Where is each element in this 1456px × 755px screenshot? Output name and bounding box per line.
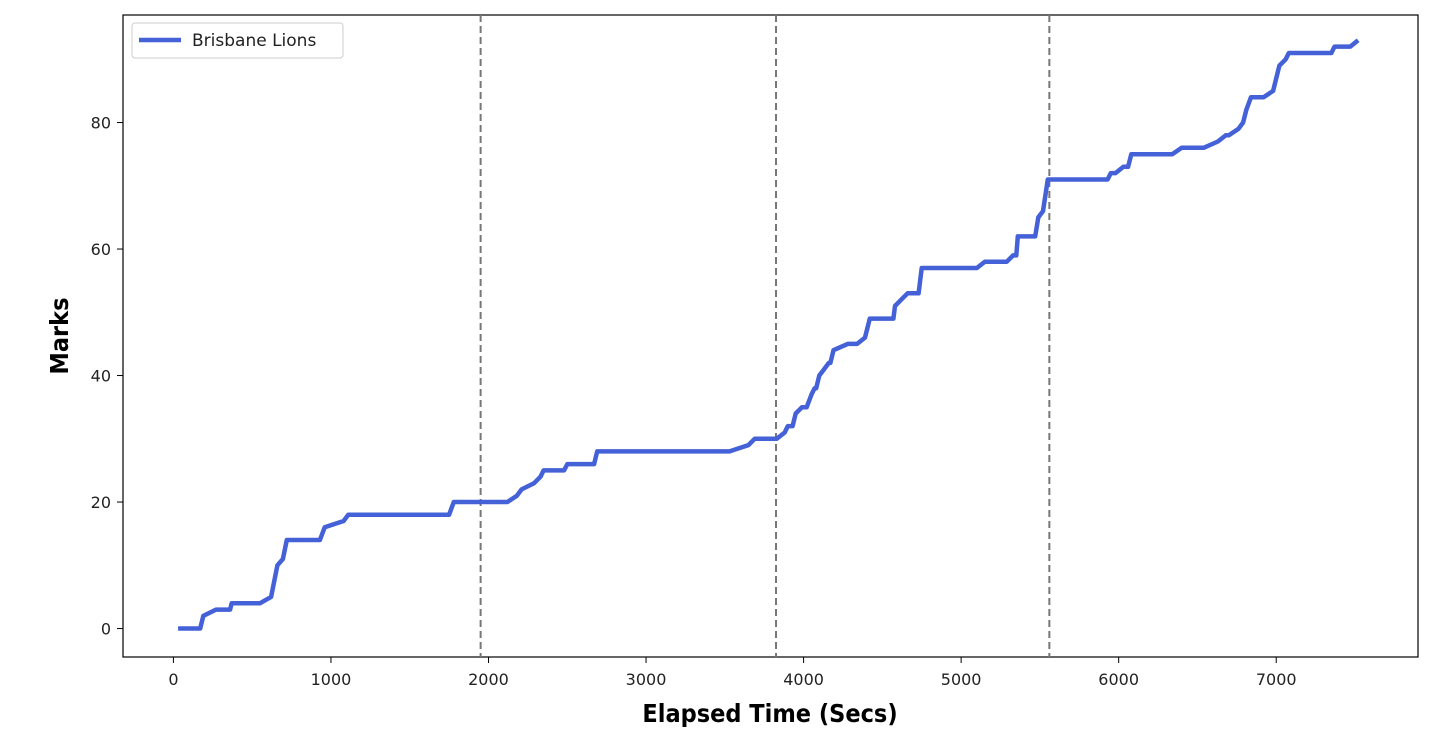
x-tick-label-7000: 7000 <box>1256 670 1297 689</box>
y-axis-title: Marks <box>45 297 74 374</box>
legend-box <box>131 22 344 59</box>
x-tick-label-6000: 6000 <box>1098 670 1139 689</box>
plot-area-frame <box>122 14 1419 658</box>
x-tick-label-3000: 3000 <box>626 670 667 689</box>
y-tick-label-60: 60 <box>91 240 111 259</box>
series-layer <box>178 38 1360 631</box>
x-tick-label-0: 0 <box>168 670 178 689</box>
x-tick-label-1000: 1000 <box>311 670 352 689</box>
y-axis-ticks: 0 20 40 60 80 <box>91 114 123 639</box>
x-tick-label-4000: 4000 <box>783 670 824 689</box>
y-tick-label-0: 0 <box>101 620 111 639</box>
x-axis-ticks: 0 1000 2000 3000 4000 5000 6000 7000 <box>168 657 1297 689</box>
legend: Brisbane Lions <box>131 22 344 59</box>
x-tick-label-2000: 2000 <box>468 670 509 689</box>
x-axis-title: Elapsed Time (Secs) <box>642 699 897 728</box>
y-tick-label-20: 20 <box>91 493 111 512</box>
legend-label-brisbane-lions: Brisbane Lions <box>192 31 316 51</box>
y-tick-label-80: 80 <box>91 114 111 133</box>
y-tick-label-40: 40 <box>91 367 111 386</box>
quarter-break-lines <box>479 15 1051 657</box>
series-line-brisbane-lions <box>178 38 1360 631</box>
x-tick-label-5000: 5000 <box>941 670 982 689</box>
